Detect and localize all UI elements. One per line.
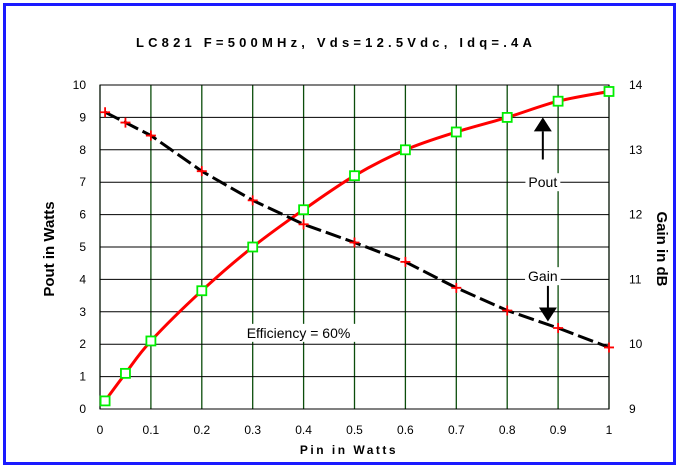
y-tick-label: 1	[79, 370, 86, 384]
x-axis-title: Pin in Watts	[300, 443, 398, 457]
x-tick-label: 0.8	[499, 423, 516, 437]
y-tick-label: 10	[73, 78, 87, 92]
data-point-gain	[349, 237, 360, 248]
x-tick-label: 0.1	[143, 423, 160, 437]
x-tick-label: 0.9	[550, 423, 567, 437]
data-point-gain	[196, 166, 207, 177]
y2-tick-label: 10	[629, 337, 643, 351]
data-point-pout	[603, 86, 615, 97]
y-tick-label: 5	[79, 240, 86, 254]
data-point-pout	[349, 170, 360, 182]
annotation-background	[525, 173, 561, 192]
y2-tick-label: 9	[629, 402, 636, 416]
x-tick-label: 0.6	[397, 423, 414, 437]
chart: LC821 F=500MHz, Vds=12.5Vdc, Idq=.4A 0 0.…	[41, 35, 670, 457]
annotation-label: Pout	[528, 174, 557, 190]
data-point-pout	[399, 144, 411, 156]
y2-tick-label: 11	[629, 272, 642, 286]
data-point-pout	[196, 285, 208, 297]
data-point-gain	[604, 342, 614, 353]
annotation-label: Efficiency = 60%	[247, 325, 351, 341]
y-tick-label: 6	[79, 208, 86, 222]
y-tick-label: 4	[79, 272, 86, 286]
y-axis-ticks: 0 1 2 3 4 5 6 7 8 9 10	[73, 78, 87, 416]
series-line-gain	[104, 110, 610, 349]
data-point-gain	[120, 117, 131, 128]
data-point-gain	[451, 282, 462, 293]
x-axis-ticks: 0 0.1 0.2 0.3 0.4 0.5 0.6 0.7 0.8 0.9 1	[97, 423, 613, 437]
data-point-gain	[145, 130, 156, 141]
annotation-background	[232, 323, 365, 342]
y2-tick-label: 13	[629, 143, 643, 157]
data-point-pout	[298, 204, 310, 216]
x-tick-label: 0.5	[346, 423, 363, 437]
data-point-pout	[450, 126, 462, 138]
x-tick-label: 0.4	[295, 423, 312, 437]
data-point-gain	[298, 219, 309, 230]
data-point-gain	[247, 195, 258, 206]
chart-title: LC821 F=500MHz, Vds=12.5Vdc, Idq=.4A	[136, 35, 536, 50]
y2-tick-label: 14	[629, 78, 643, 92]
plot-border	[99, 84, 610, 410]
annotation-background	[525, 267, 561, 286]
y2-tick-label: 12	[629, 208, 643, 222]
y2-axis-title: Gain in dB	[653, 212, 670, 287]
data-point-pout	[552, 95, 564, 107]
annotation-layer: Pout Gain Efficiency = 60%	[232, 117, 561, 342]
y2-axis-ticks: 9 10 11 12 13 14	[629, 78, 643, 416]
x-tick-label: 0.7	[448, 423, 465, 437]
data-point-gain	[502, 305, 513, 316]
data-point-gain	[100, 107, 111, 118]
series-layer	[99, 86, 615, 407]
annotation-label: Gain	[528, 268, 558, 284]
x-tick-label: 1	[606, 423, 613, 437]
y-tick-label: 7	[79, 175, 86, 189]
pout-arrow-head	[533, 117, 552, 132]
y-tick-label: 8	[79, 143, 86, 157]
data-point-pout	[501, 112, 513, 123]
data-point-pout	[145, 335, 157, 347]
chart-frame: LC821 F=500MHz, Vds=12.5Vdc, Idq=.4A 0 0.…	[3, 3, 676, 465]
y-tick-label: 3	[79, 305, 86, 319]
y-axis-title: Pout in Watts	[41, 201, 58, 296]
data-point-gain	[400, 256, 411, 267]
data-point-gain	[553, 323, 564, 333]
data-point-pout	[99, 395, 111, 407]
data-point-pout	[247, 241, 259, 253]
y-tick-label: 9	[79, 110, 86, 124]
series-line-pout	[103, 90, 610, 402]
x-tick-label: 0	[97, 423, 104, 437]
gain-arrow-head	[538, 307, 557, 322]
x-tick-label: 0.2	[193, 423, 210, 437]
y-tick-label: 0	[79, 402, 86, 416]
data-point-pout	[120, 367, 131, 379]
x-tick-label: 0.3	[244, 423, 261, 437]
y-tick-label: 2	[79, 337, 86, 351]
